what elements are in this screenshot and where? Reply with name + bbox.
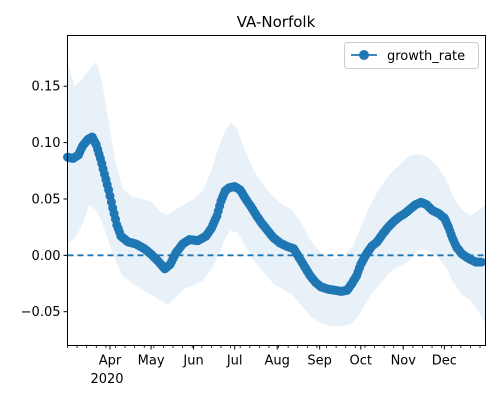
x-tick-label: Dec xyxy=(432,354,457,369)
x-tick-label: Jul xyxy=(226,354,243,369)
y-axis: −0.05 0.00 0.05 0.10 0.15 xyxy=(21,80,68,320)
y-tick-label: 0.05 xyxy=(32,192,61,207)
axes-frame xyxy=(67,35,486,346)
y-tick-label: 0.15 xyxy=(32,80,61,95)
legend-entry-growth-rate: growth_rate xyxy=(387,49,465,64)
x-tick-label: Apr xyxy=(99,354,122,369)
chart-title: VA-Norfolk xyxy=(237,13,316,31)
x-tick-label: Sep xyxy=(307,354,332,369)
x-tick-label: Jun xyxy=(182,354,203,369)
y-tick-label: −0.05 xyxy=(21,305,61,320)
y-tick-label: 0.10 xyxy=(32,136,61,151)
x-tick-label: Oct xyxy=(350,354,372,369)
legend-box xyxy=(344,42,479,69)
plot-area xyxy=(63,61,486,327)
x-tick-label: Nov xyxy=(391,354,417,369)
growth-rate-markers xyxy=(63,132,486,296)
y-tick-label: 0.00 xyxy=(32,249,61,264)
legend-marker-swatch xyxy=(359,50,369,60)
x-axis-year-label: 2020 xyxy=(90,372,123,387)
x-tick-label: May xyxy=(138,354,165,369)
legend: growth_rate xyxy=(344,42,479,69)
x-axis: Apr May Jun Jul Aug Sep Oct Nov Dec xyxy=(67,345,481,369)
growth-rate-point xyxy=(476,257,486,267)
x-tick-label: Aug xyxy=(264,354,289,369)
